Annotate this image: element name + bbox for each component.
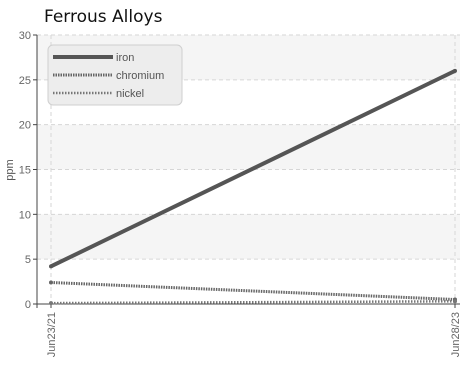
legend-label-iron: iron xyxy=(116,52,134,64)
x-tick-label: Jun23/21 xyxy=(46,312,58,357)
series-line-iron xyxy=(50,69,456,269)
legend: iron chromium nickel xyxy=(47,44,183,106)
plot-band xyxy=(37,124,460,170)
legend-label-chromium: chromium xyxy=(116,70,164,82)
legend-label-nickel: nickel xyxy=(116,88,144,100)
x-tick-label: Jun28/23 xyxy=(450,312,462,357)
y-tick-label: 10 xyxy=(19,209,31,221)
y-tick-label: 15 xyxy=(19,165,31,177)
axes xyxy=(33,35,460,308)
chart-title: Ferrous Alloys xyxy=(44,7,163,27)
y-axis-label: ppm xyxy=(4,159,16,180)
legend-box xyxy=(47,44,183,106)
plot-band xyxy=(37,214,460,260)
x-axis-ticks: Jun23/21 Jun28/23 xyxy=(46,304,462,357)
data-point-iron xyxy=(453,68,457,73)
y-tick-label: 20 xyxy=(19,120,31,132)
data-point-chromium xyxy=(49,280,53,285)
series-group xyxy=(49,68,457,306)
data-point-nickel xyxy=(453,299,457,304)
series-line-nickel xyxy=(50,300,456,305)
data-point-nickel xyxy=(49,301,53,306)
data-point-iron xyxy=(49,264,53,269)
y-tick-label: 5 xyxy=(25,254,31,266)
y-tick-label: 0 xyxy=(25,299,31,311)
y-axis-ticks: 0 5 10 15 20 25 30 xyxy=(19,30,37,311)
y-tick-label: 25 xyxy=(19,75,31,87)
series-line-chromium xyxy=(50,280,456,302)
plot-background xyxy=(37,35,460,260)
y-tick-label: 30 xyxy=(19,30,31,42)
